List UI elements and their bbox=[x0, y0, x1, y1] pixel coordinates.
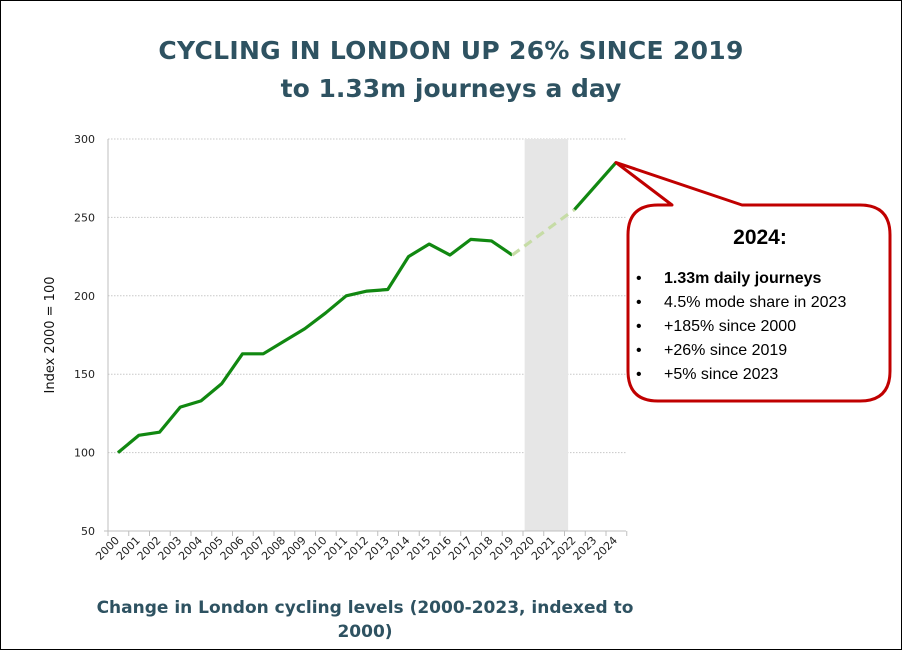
chart-title-line2: to 1.33m journeys a day bbox=[280, 74, 622, 103]
y-tick-label: 150 bbox=[74, 368, 95, 381]
x-tick-labels: 2000200120022003200420052006200720082009… bbox=[93, 534, 620, 563]
y-tick-label: 300 bbox=[74, 133, 95, 146]
callout-title: 2024: bbox=[733, 226, 787, 249]
series-lines bbox=[116, 161, 618, 454]
dashed-series-line bbox=[511, 208, 576, 257]
y-tick-labels: 50 100 150 200 250 300 bbox=[74, 133, 95, 538]
callout-item: +185% since 2000 bbox=[664, 318, 796, 335]
chart-subtitle: Change in London cycling levels (2000-20… bbox=[96, 598, 634, 642]
shaded-region-rect bbox=[524, 139, 569, 531]
series-line bbox=[116, 237, 514, 454]
callout-item: 4.5% mode share in 2023 bbox=[664, 294, 846, 311]
y-tick-label: 50 bbox=[81, 525, 95, 538]
bullet: • bbox=[636, 366, 642, 383]
callout-shape bbox=[614, 161, 892, 403]
callout-item: 1.33m daily journeys bbox=[664, 270, 822, 287]
y-tick-label: 250 bbox=[74, 211, 95, 224]
series-line bbox=[573, 161, 618, 211]
x-tick-label: 2024 bbox=[591, 534, 620, 563]
callout-item: +5% since 2023 bbox=[664, 366, 778, 383]
bullet: • bbox=[636, 342, 642, 359]
y-axis-label: Index 2000 = 100 bbox=[43, 277, 58, 394]
bullet: • bbox=[636, 318, 642, 335]
y-tick-label: 100 bbox=[74, 447, 95, 460]
y-tick-label: 200 bbox=[74, 290, 95, 303]
chart-title-line1: CYCLING IN LONDON UP 26% SINCE 2019 bbox=[158, 36, 744, 65]
callout-box: 2024: • 1.33m daily journeys • 4.5% mode sh… bbox=[614, 161, 892, 403]
gridlines bbox=[108, 138, 626, 454]
bullet: • bbox=[636, 294, 642, 311]
shaded-region bbox=[524, 139, 569, 531]
axes bbox=[104, 139, 628, 536]
bullet: • bbox=[636, 270, 642, 287]
callout-item: +26% since 2019 bbox=[664, 342, 787, 359]
callout-list: • 1.33m daily journeys • 4.5% mode share in… bbox=[636, 270, 846, 383]
